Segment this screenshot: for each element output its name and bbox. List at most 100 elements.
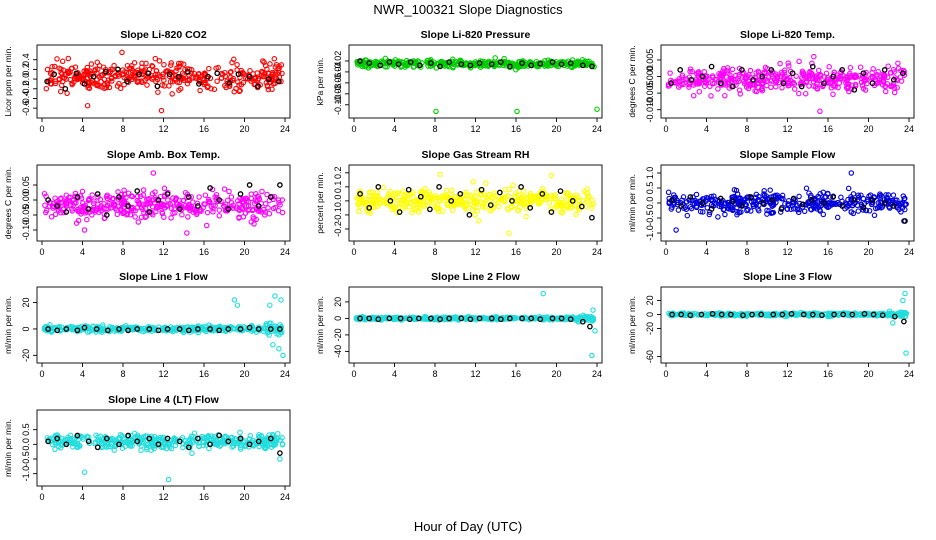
colored-point [547,206,554,212]
black-point [578,203,585,210]
colored-point [684,212,691,219]
x-tick-label: 8 [432,247,437,257]
colored-point [721,65,727,72]
colored-point [755,70,762,76]
outlier-point [150,170,157,176]
colored-point [470,203,477,210]
colored-point [733,187,740,194]
colored-point [463,60,470,66]
colored-point [95,434,101,440]
black-point [146,209,153,215]
colored-point [140,187,147,193]
black-point [739,67,745,73]
x-tick-label: 20 [239,247,249,257]
colored-point [852,81,859,88]
colored-point [58,209,64,216]
colored-point [719,73,726,80]
black-point [436,184,442,190]
x-tick-label: 16 [823,369,833,379]
x-tick-label: 4 [392,247,397,257]
black-point [196,81,202,87]
x-tick-label: 16 [199,492,209,502]
colored-point [514,198,521,204]
colored-point [128,193,135,199]
colored-point [226,188,232,195]
colored-point [57,88,64,95]
panel-4: Slope Amb. Box Temp. degrees C per min. 0 4… [3,149,291,257]
colored-point [716,70,722,77]
colored-point [495,197,502,203]
colored-point [216,213,223,219]
colored-point [808,206,815,213]
colored-point [268,76,275,83]
black-point [708,63,715,70]
colored-point [689,68,695,75]
black-points [45,432,283,456]
x-tick-label: 24 [280,247,290,257]
colored-point [449,58,456,65]
colored-point [128,65,134,72]
colored-point [575,58,581,64]
x-tick-label: 20 [551,369,561,379]
colored-point [579,198,586,204]
colored-point [884,81,891,87]
colored-point [169,200,176,206]
colored-point [52,80,59,87]
colored-point [48,214,55,220]
black-point [237,191,244,197]
y-tick-label: 0.2 [21,63,31,76]
y-tick-label: -1.0 [21,466,31,482]
black-point [487,202,494,208]
colored-point [103,327,109,334]
colored-point [66,194,72,201]
x-tick-label: 12 [470,124,480,134]
colored-point [262,439,269,445]
colored-point [49,435,55,441]
colored-point [884,196,891,202]
colored-point [871,212,878,219]
colored-point [215,198,221,205]
black-point [677,67,684,73]
x-tick-label: 16 [199,247,209,257]
colored-point [242,443,248,449]
colored-point [88,61,95,67]
colored-point [738,209,744,215]
y-tick-label: -20 [645,322,655,335]
y-tick-label: 0.5 [645,182,655,195]
y-tick-label: 0.2 [333,167,343,180]
colored-points [43,49,285,114]
black-points [357,184,595,221]
colored-point [89,212,95,218]
x-tick-label: 20 [863,124,873,134]
black-point [537,316,544,323]
colored-point [725,199,731,206]
colored-point [443,187,450,194]
x-tick-label: 20 [239,492,249,502]
black-point [395,61,402,68]
colored-point [810,79,817,85]
colored-point [785,60,791,66]
black-points [669,194,908,224]
x-tick-label: 0 [663,369,668,379]
outlier-point [280,352,286,359]
colored-point [72,64,79,70]
panel-8: Slope Line 2 Flow ml/min per min. 0 4 8 12 16 2… [315,271,603,379]
colored-point [112,205,119,212]
black-point [63,209,70,215]
colored-point [180,61,187,68]
black-point [528,62,535,69]
colored-point [753,70,759,76]
colored-point [686,197,692,203]
colored-point [237,87,243,94]
colored-point [238,442,245,449]
black-point [246,324,253,331]
x-tick-label: 16 [823,247,833,257]
black-point [357,58,363,64]
outlier-point [231,297,238,303]
colored-point [275,197,282,203]
colored-point [271,193,278,200]
colored-point [426,189,432,195]
colored-point [377,197,383,203]
black-point [819,312,825,319]
